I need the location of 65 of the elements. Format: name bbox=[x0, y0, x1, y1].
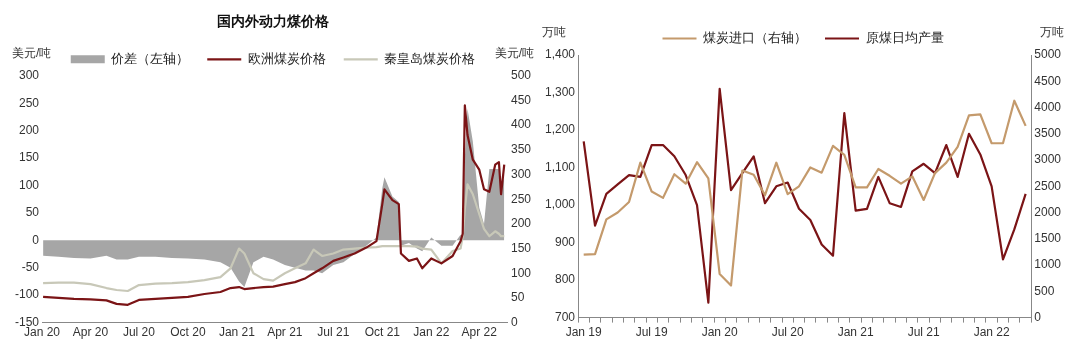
chart-title: 国内外动力煤价格 bbox=[217, 13, 330, 30]
y2-tick-label: 3500 bbox=[1034, 126, 1062, 141]
y-axis-title: 万吨 bbox=[542, 25, 566, 40]
legend-label: 煤炭进口（右轴） bbox=[703, 30, 807, 46]
x-tick-label: Jan 22 bbox=[413, 325, 450, 340]
x-tick-label: Jan 19 bbox=[565, 325, 603, 340]
y2-tick-label: 150 bbox=[510, 240, 532, 255]
y2-tick-label: 300 bbox=[510, 166, 532, 181]
y2-tick-label: 2500 bbox=[1034, 178, 1062, 193]
y-tick-label: 1,200 bbox=[545, 122, 576, 137]
x-tick-label: Jan 22 bbox=[973, 325, 1010, 340]
y-tick-label: 1,100 bbox=[545, 159, 576, 174]
y2-tick-label: 500 bbox=[510, 68, 532, 83]
x-tick-label: Jul 21 bbox=[907, 325, 940, 340]
y2-tick-label: 3000 bbox=[1034, 152, 1062, 167]
y-tick-label: 800 bbox=[555, 272, 576, 287]
y2-tick-label: 1500 bbox=[1034, 231, 1062, 246]
x-tick-label: Jul 19 bbox=[635, 325, 669, 340]
y-tick-label: 1,000 bbox=[545, 197, 576, 212]
x-tick-label: Jan 21 bbox=[218, 325, 256, 340]
x-tick-label: Jul 20 bbox=[122, 325, 156, 340]
y2-tick-label: 4000 bbox=[1034, 99, 1062, 114]
y-tick-label: 200 bbox=[18, 122, 40, 137]
y-tick-label: 100 bbox=[18, 177, 40, 192]
legend-label: 价差（左轴） bbox=[110, 50, 190, 66]
x-tick-label: Oct 21 bbox=[364, 325, 401, 340]
x-tick-label: Jan 21 bbox=[837, 325, 874, 340]
y2-tick-label: 50 bbox=[510, 290, 525, 305]
y-tick-label: 300 bbox=[18, 68, 40, 83]
y2-tick-label: 450 bbox=[510, 92, 532, 107]
y-tick-label: 700 bbox=[555, 309, 576, 324]
x-tick-label: Apr 22 bbox=[461, 325, 498, 340]
y-tick-label: 1,400 bbox=[545, 47, 576, 62]
y2-tick-label: 100 bbox=[510, 265, 532, 280]
y2-tick-label: 200 bbox=[510, 216, 532, 231]
y2-axis-title: 万吨 bbox=[1040, 25, 1064, 40]
y2-tick-label: 5000 bbox=[1034, 47, 1062, 62]
y2-axis-title: 美元/吨 bbox=[494, 46, 534, 61]
y-tick-label: 250 bbox=[18, 95, 40, 110]
x-tick-label: Jan 20 bbox=[701, 325, 739, 340]
y2-tick-label: 0 bbox=[510, 314, 518, 329]
y2-tick-label: 0 bbox=[1034, 309, 1042, 324]
y-tick-label: 50 bbox=[25, 205, 40, 220]
legend-label: 秦皇岛煤炭价格 bbox=[384, 50, 476, 66]
y-tick-label: 1,300 bbox=[545, 84, 576, 99]
y2-tick-label: 4500 bbox=[1034, 73, 1062, 88]
x-tick-label: Apr 21 bbox=[267, 325, 303, 340]
y2-tick-label: 500 bbox=[1034, 283, 1055, 298]
x-tick-label: Apr 20 bbox=[72, 325, 109, 340]
y2-tick-label: 350 bbox=[510, 142, 532, 157]
legend-label: 原煤日均产量 bbox=[865, 30, 944, 46]
y-tick-label: -100 bbox=[14, 287, 40, 302]
y-tick-label: 150 bbox=[18, 150, 40, 165]
x-tick-label: Oct 20 bbox=[170, 325, 206, 340]
y-tick-label: 0 bbox=[32, 232, 40, 247]
x-tick-label: Jul 20 bbox=[771, 325, 804, 340]
y2-tick-label: 400 bbox=[510, 117, 532, 132]
y2-tick-label: 2000 bbox=[1034, 204, 1062, 219]
x-tick-label: Jul 21 bbox=[317, 325, 350, 340]
legend-label: 欧洲煤炭价格 bbox=[247, 50, 326, 66]
y-axis-title: 美元/吨 bbox=[12, 46, 52, 61]
y2-tick-label: 250 bbox=[510, 191, 532, 206]
y-tick-label: -50 bbox=[21, 260, 40, 275]
y2-tick-label: 1000 bbox=[1034, 257, 1062, 272]
y-tick-label: 900 bbox=[555, 234, 576, 249]
